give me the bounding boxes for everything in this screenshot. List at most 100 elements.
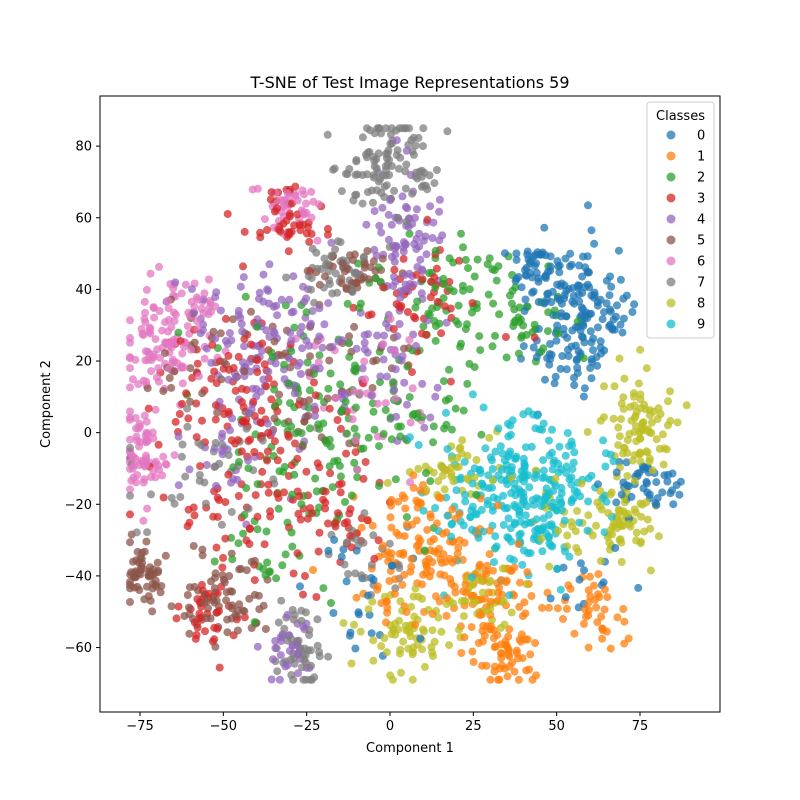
scatter-point-class-7 [143,528,152,537]
scatter-point-class-2 [413,409,422,418]
scatter-point-class-8 [418,594,427,603]
scatter-point-class-4 [433,383,442,392]
scatter-point-class-2 [489,299,498,308]
scatter-point-class-3 [223,210,232,218]
scatter-point-class-2 [280,462,289,471]
scatter-point-class-2 [447,425,456,434]
legend-marker-class-8 [666,298,676,308]
scatter-point-class-1 [584,643,593,652]
scatter-point-class-3 [289,569,298,578]
scatter-point-class-2 [445,394,453,403]
scatter-point-class-6 [151,405,160,414]
scatter-point-class-5 [240,607,249,616]
scatter-point-class-0 [616,275,625,284]
scatter-point-class-9 [567,437,576,446]
scatter-point-class-7 [351,569,360,578]
scatter-point-class-0 [558,352,567,360]
scatter-point-class-4 [352,344,361,353]
scatter-point-class-0 [600,308,608,317]
scatter-point-class-8 [455,625,463,634]
scatter-point-class-7 [181,472,190,481]
scatter-point-class-4 [362,220,371,229]
scatter-point-class-0 [562,365,571,374]
scatter-point-class-7 [283,636,292,645]
scatter-point-class-8 [606,526,615,535]
scatter-point-class-4 [299,282,307,291]
scatter-point-class-3 [207,374,216,383]
scatter-point-class-2 [579,354,588,363]
scatter-point-class-6 [126,465,134,473]
scatter-point-class-6 [127,476,136,485]
scatter-point-class-4 [397,356,406,365]
scatter-point-class-0 [578,288,587,297]
scatter-point-class-4 [435,236,444,245]
scatter-point-class-3 [276,446,285,455]
scatter-point-class-1 [357,523,366,532]
scatter-point-class-9 [452,486,461,495]
scatter-point-class-9 [584,497,593,506]
scatter-point-class-2 [472,490,481,499]
scatter-point-class-3 [266,512,275,521]
scatter-point-class-5 [228,587,237,596]
scatter-point-class-6 [348,415,357,424]
scatter-point-class-0 [339,545,348,554]
scatter-point-class-0 [612,498,621,507]
scatter-point-class-8 [545,562,554,571]
scatter-point-class-0 [555,296,564,305]
scatter-point-class-8 [449,599,458,608]
scatter-point-class-1 [468,647,477,656]
legend-label-class-4: 4 [697,213,705,228]
scatter-point-class-6 [126,338,134,347]
scatter-point-class-7 [374,149,383,158]
scatter-point-class-3 [224,470,233,479]
scatter-point-class-8 [383,478,392,487]
scatter-point-class-2 [476,346,485,355]
scatter-point-class-2 [259,565,268,573]
scatter-point-class-8 [638,424,647,433]
scatter-point-class-3 [291,439,299,448]
scatter-point-class-3 [154,440,163,449]
scatter-point-class-4 [378,203,387,212]
scatter-point-class-3 [284,247,293,256]
scatter-point-class-7 [195,476,204,485]
scatter-point-class-1 [497,649,505,658]
scatter-point-class-0 [602,299,611,308]
scatter-point-class-0 [557,309,566,318]
scatter-point-class-6 [140,314,149,323]
scatter-point-class-5 [167,383,176,392]
scatter-point-class-6 [142,285,151,294]
scatter-point-class-6 [126,413,134,422]
scatter-point-class-6 [192,317,201,325]
scatter-point-class-3 [260,540,269,549]
scatter-point-class-8 [632,437,641,446]
scatter-point-class-4 [264,286,273,295]
scatter-point-class-2 [477,430,486,439]
scatter-point-class-5 [170,367,179,376]
scatter-point-class-2 [440,280,448,288]
scatter-point-class-2 [544,308,553,317]
scatter-point-class-5 [325,356,334,365]
scatter-point-class-2 [470,272,479,281]
scatter-point-class-3 [218,563,227,572]
scatter-point-class-4 [420,423,429,432]
scatter-point-class-5 [142,537,151,546]
scatter-point-class-6 [135,419,144,428]
scatter-point-class-3 [323,224,332,233]
scatter-point-class-1 [584,586,593,595]
scatter-point-class-7 [308,244,317,253]
scatter-point-class-7 [401,184,410,193]
scatter-point-class-1 [387,549,396,558]
scatter-point-class-8 [386,671,395,680]
scatter-point-class-1 [482,661,491,670]
scatter-point-class-1 [398,491,407,500]
scatter-point-class-1 [600,585,609,594]
scatter-point-class-2 [463,320,471,329]
scatter-point-class-5 [340,267,349,276]
scatter-point-class-3 [331,518,340,527]
scatter-point-class-3 [262,382,271,391]
scatter-point-class-2 [343,299,352,308]
scatter-point-class-7 [363,170,372,179]
scatter-point-class-4 [416,255,425,264]
scatter-point-class-7 [280,624,289,633]
scatter-point-class-5 [156,588,165,597]
